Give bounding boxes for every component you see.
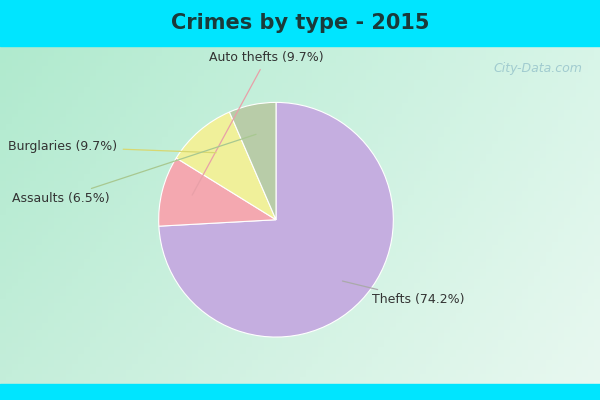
Wedge shape — [158, 158, 276, 226]
Text: Crimes by type - 2015: Crimes by type - 2015 — [171, 13, 429, 33]
Text: Auto thefts (9.7%): Auto thefts (9.7%) — [192, 51, 324, 195]
Wedge shape — [229, 102, 276, 220]
Wedge shape — [176, 112, 276, 220]
Text: Assaults (6.5%): Assaults (6.5%) — [12, 134, 256, 205]
Wedge shape — [159, 102, 394, 337]
Text: City-Data.com: City-Data.com — [493, 62, 582, 75]
Text: Burglaries (9.7%): Burglaries (9.7%) — [8, 140, 216, 154]
Bar — [0, 0, 600, 46]
Text: Thefts (74.2%): Thefts (74.2%) — [343, 281, 465, 306]
Bar — [0, 384, 600, 400]
